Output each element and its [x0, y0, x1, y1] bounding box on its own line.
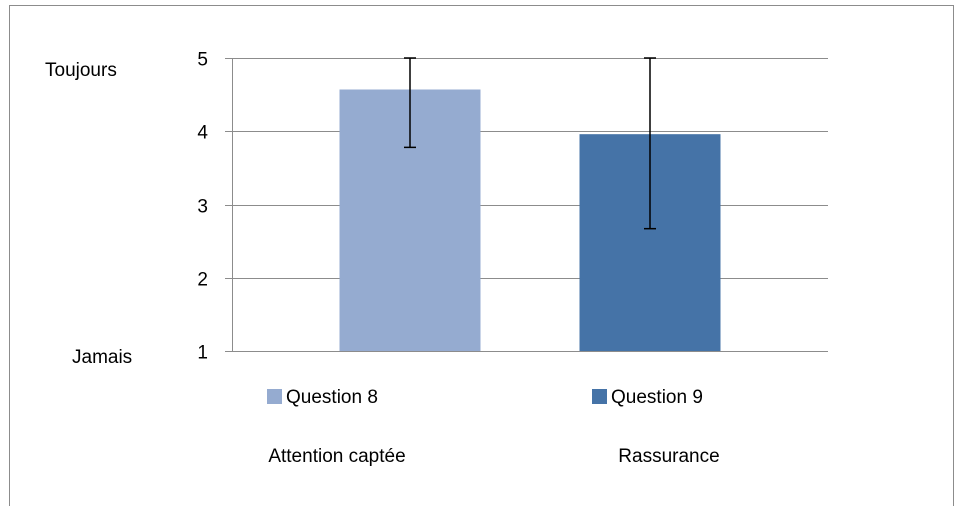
y-tick-label: 2 [197, 270, 208, 291]
error-bars [404, 57, 656, 230]
y-tick-label: 4 [197, 123, 208, 144]
legend-label: Question 9 [611, 387, 703, 408]
y-anchor-label-bottom: Jamais [72, 347, 132, 368]
category-label: Attention captée [268, 446, 405, 467]
y-tick-label: 1 [197, 343, 208, 364]
legend-label: Question 8 [286, 387, 378, 408]
y-tick-labels: 1 2 3 4 5 [197, 50, 208, 364]
y-tick-label: 5 [197, 50, 208, 71]
legend: Question 8 Question 9 [267, 387, 703, 408]
chart-border [9, 5, 954, 506]
y-tick-label: 3 [197, 197, 208, 218]
category-labels: Attention captée Rassurance [268, 446, 719, 467]
y-anchor-label-top: Toujours [45, 60, 117, 81]
bars [339, 89, 721, 351]
legend-swatch [267, 389, 282, 404]
category-label: Rassurance [618, 446, 719, 467]
legend-swatch [592, 389, 607, 404]
gridlines [225, 58, 828, 352]
